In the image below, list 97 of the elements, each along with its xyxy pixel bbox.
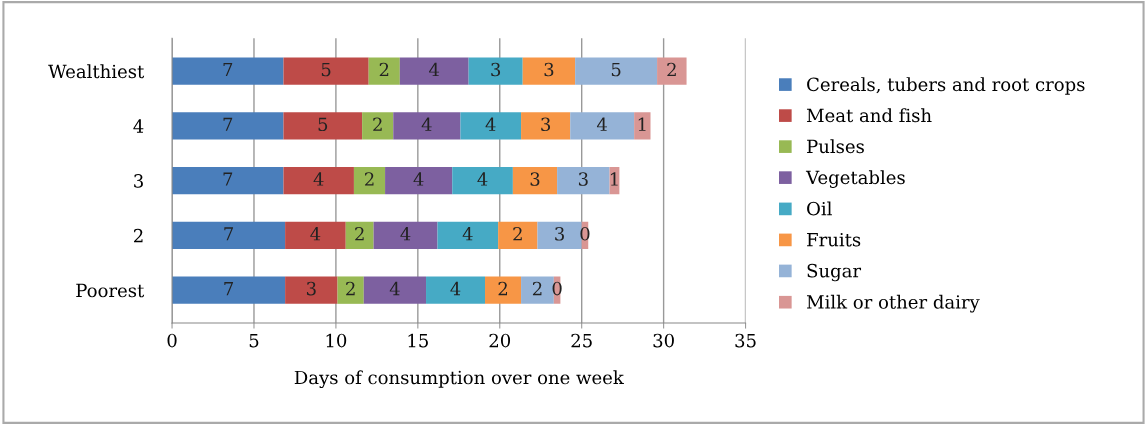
bar	[521, 276, 554, 304]
bar	[468, 57, 523, 85]
x-axis-title: Days of consumption over one week	[294, 370, 624, 389]
legend-label: Meat and fish	[806, 108, 932, 123]
bar	[385, 166, 453, 195]
bar	[437, 221, 499, 250]
data-label: 3	[306, 281, 316, 296]
data-label: 5	[321, 62, 331, 77]
data-label: 4	[400, 226, 411, 241]
bar	[172, 112, 284, 140]
x-tick-label: 30	[653, 333, 674, 348]
x-tick-label: 20	[489, 333, 511, 348]
legend-label: Vegetables	[805, 170, 905, 188]
data-label: 4	[310, 226, 321, 241]
data-label: 2	[364, 172, 374, 186]
data-label: 5	[318, 117, 328, 132]
bar	[172, 221, 286, 250]
data-label: 3	[541, 117, 551, 132]
bar	[285, 221, 346, 250]
bar	[283, 57, 369, 85]
bar	[362, 112, 394, 140]
data-label: 7	[223, 172, 233, 186]
data-label: 7	[224, 281, 234, 296]
bar	[172, 57, 284, 85]
bar	[460, 112, 522, 140]
bar	[393, 112, 461, 140]
bar	[283, 166, 354, 195]
data-label: 4	[389, 281, 400, 296]
data-label: 4	[429, 62, 440, 77]
data-label: 3	[544, 62, 554, 77]
bar	[426, 276, 486, 304]
data-label: 2	[498, 281, 508, 296]
data-label: 4	[596, 117, 608, 131]
x-tick-label: 15	[408, 333, 428, 348]
data-label: 3	[578, 172, 588, 186]
data-label: 7	[223, 117, 233, 131]
legend-label: Oil	[807, 201, 832, 216]
bar	[337, 276, 364, 304]
bar	[521, 112, 571, 140]
bar	[634, 112, 651, 140]
data-label: 2	[373, 117, 382, 131]
data-label: 4	[413, 172, 424, 186]
bar	[399, 57, 469, 85]
data-label: 2	[532, 281, 542, 296]
bar	[283, 112, 363, 140]
bar	[363, 276, 427, 304]
data-label: 4	[421, 117, 432, 131]
bar	[498, 221, 538, 250]
data-label: 7	[223, 62, 233, 77]
x-tick-label: 10	[326, 333, 347, 348]
data-label: 2	[667, 62, 676, 77]
data-label: 2	[379, 62, 389, 77]
y-tick-label: Poorest	[76, 283, 145, 298]
data-label: 2	[513, 226, 522, 241]
legend-label: Fruits	[807, 232, 861, 247]
data-label: 4	[485, 117, 496, 131]
bar	[285, 276, 338, 304]
data-label: 1	[638, 117, 646, 131]
bar	[575, 57, 658, 85]
bar	[657, 57, 687, 85]
data-label: 5	[611, 62, 621, 77]
data-label: 3	[530, 172, 540, 186]
legend-label: Pulses	[807, 139, 864, 154]
bar	[353, 166, 386, 195]
data-label: 4	[477, 172, 488, 186]
bar	[368, 57, 400, 85]
data-label: 3	[555, 226, 564, 241]
y-tick-label: 3	[134, 174, 143, 188]
legend-label: Milk or other dairy	[806, 294, 980, 313]
y-tick-label: 2	[134, 228, 143, 243]
bar	[557, 166, 610, 195]
bar	[172, 276, 286, 304]
x-tick-label: 35	[735, 333, 756, 348]
data-label: 4	[462, 226, 473, 241]
x-tick-label: 0	[167, 333, 177, 348]
data-label: 4	[450, 281, 461, 296]
data-label: 3	[491, 62, 501, 77]
bar	[452, 166, 513, 195]
bar	[345, 221, 374, 250]
bar	[485, 276, 522, 304]
bar	[537, 221, 582, 250]
y-tick-label: Wealthiest	[48, 64, 145, 79]
bar	[373, 221, 438, 250]
bar	[570, 112, 635, 140]
bar	[522, 57, 576, 85]
data-label: 2	[355, 226, 364, 241]
data-label: 4	[313, 172, 324, 186]
bar	[172, 166, 284, 195]
x-tick-label: 25	[571, 333, 592, 348]
bar	[512, 166, 558, 195]
x-tick-label: 5	[249, 333, 259, 348]
data-label: 1	[610, 172, 618, 186]
data-label: 2	[346, 281, 355, 296]
y-tick-label: 4	[133, 119, 144, 133]
legend-label: Cereals, tubers and root crops	[807, 77, 1085, 95]
data-label: 7	[224, 227, 234, 241]
legend-label: Sugar	[807, 263, 862, 282]
